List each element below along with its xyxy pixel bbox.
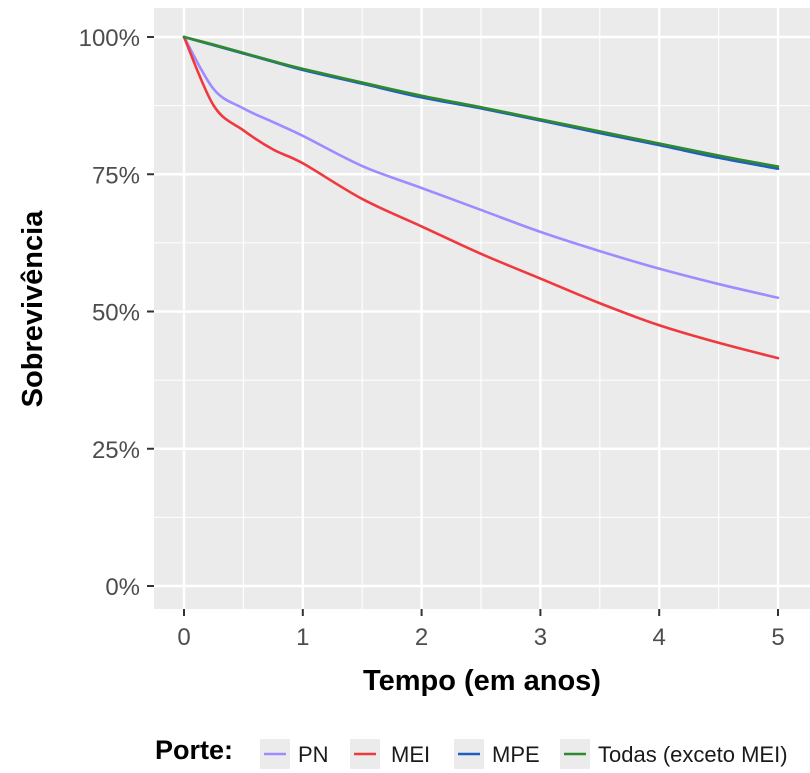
x-tick-label: 1 (296, 624, 309, 651)
y-tick-label: 75% (92, 162, 140, 189)
series-lines (182, 35, 780, 360)
legend-title: Porte: (155, 735, 233, 765)
y-tick-label: 50% (92, 300, 140, 327)
legend-label-todas-exceto-mei: Todas (exceto MEI) (598, 742, 788, 767)
y-axis-title: Sobrevivência (17, 210, 49, 408)
y-tick-label: 100% (79, 25, 140, 52)
x-tick-label: 5 (771, 624, 784, 651)
axis-ticks: 0 1 2 3 4 50%25%50%75%100% (79, 25, 785, 651)
x-tick-label: 3 (534, 624, 547, 651)
legend: Porte: PN MEI MPE Todas (exceto MEI) (155, 735, 788, 769)
x-tick-label: 0 (177, 624, 190, 651)
legend-label-mei: MEI (391, 742, 430, 767)
legend-label-pn: PN (298, 742, 329, 767)
series-line-pn (182, 35, 780, 300)
legend-label-mpe: MPE (492, 742, 540, 767)
panel-background (154, 8, 810, 609)
x-tick-label: 2 (415, 624, 428, 651)
grid (154, 8, 810, 609)
x-tick-label: 4 (653, 624, 666, 651)
y-tick-label: 0% (105, 574, 140, 601)
series-line-mei (182, 35, 780, 360)
x-axis-title: Tempo (em anos) (363, 665, 601, 697)
series-line-todas-exceto-mei (182, 35, 780, 168)
y-tick-label: 25% (92, 437, 140, 464)
